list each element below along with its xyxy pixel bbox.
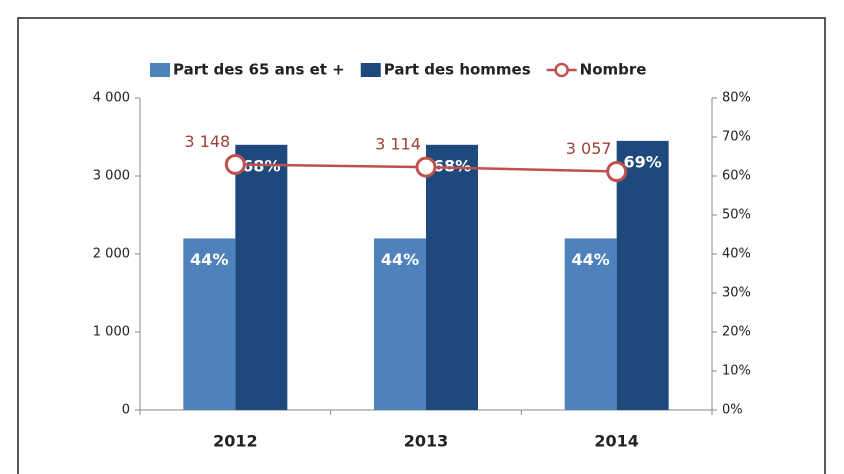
legend-marker bbox=[554, 62, 569, 78]
bar bbox=[235, 144, 288, 411]
y2-tick-label: 30% bbox=[722, 286, 751, 301]
legend-label: Part des hommes bbox=[384, 61, 531, 79]
x-tick-label: 2013 bbox=[404, 432, 449, 451]
y-tick-label: 3 000 bbox=[93, 169, 130, 184]
y-tick-label: 1 000 bbox=[93, 325, 130, 340]
line-value-label: 3 114 bbox=[375, 135, 421, 154]
bar-value-label: 44% bbox=[572, 250, 610, 269]
bar-value-label: 68% bbox=[433, 156, 471, 175]
y2-tick-label: 0% bbox=[722, 403, 743, 418]
bar bbox=[426, 144, 478, 411]
legend-label: Part des 65 ans et + bbox=[173, 61, 345, 79]
y2-tick-label: 20% bbox=[722, 325, 751, 340]
y2-tick-label: 10% bbox=[722, 364, 751, 379]
y2-tick-label: 50% bbox=[722, 208, 751, 223]
line-marker bbox=[606, 161, 628, 183]
legend-swatch bbox=[150, 63, 170, 77]
line-value-label: 3 148 bbox=[184, 132, 230, 151]
line-marker bbox=[415, 156, 437, 178]
line-value-label: 3 057 bbox=[566, 139, 612, 158]
legend-label: Nombre bbox=[580, 61, 647, 79]
bar-value-label: 69% bbox=[624, 152, 662, 171]
line-marker bbox=[224, 153, 246, 175]
y2-tick-label: 70% bbox=[722, 130, 751, 145]
bar-value-label: 44% bbox=[190, 250, 228, 269]
x-tick-label: 2014 bbox=[594, 432, 639, 451]
bar-value-label: 44% bbox=[381, 250, 419, 269]
bar bbox=[616, 140, 669, 410]
y2-tick-label: 60% bbox=[722, 169, 751, 184]
y2-tick-label: 40% bbox=[722, 247, 751, 262]
bar bbox=[564, 238, 617, 410]
bar bbox=[374, 238, 426, 410]
y-tick-label: 2 000 bbox=[93, 247, 130, 262]
bar bbox=[183, 238, 236, 410]
y-tick-label: 0 bbox=[122, 403, 130, 418]
y2-tick-label: 80% bbox=[722, 91, 751, 106]
x-tick-label: 2012 bbox=[213, 432, 258, 451]
legend-swatch bbox=[360, 63, 381, 77]
y-tick-label: 4 000 bbox=[93, 91, 130, 106]
